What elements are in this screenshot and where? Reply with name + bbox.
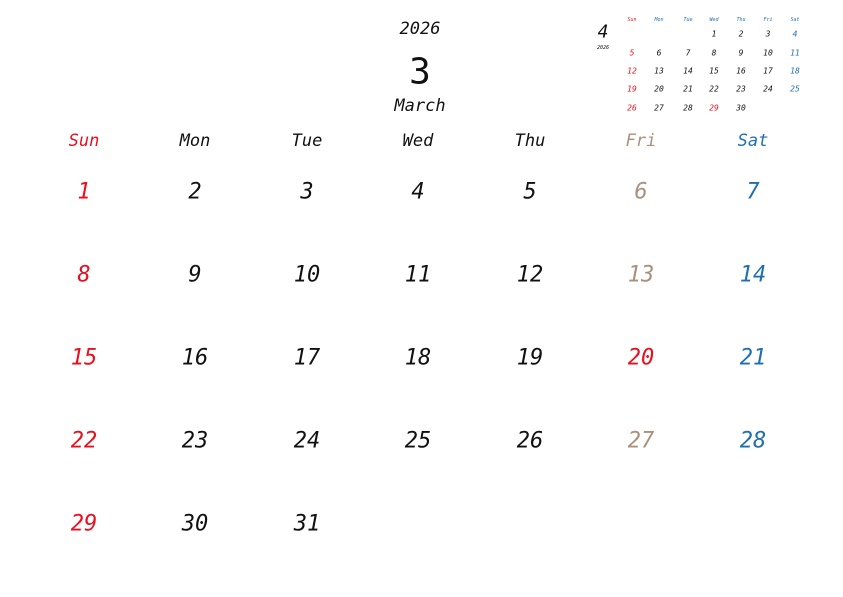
mini-day-cell: 8 [711, 48, 717, 58]
mini-weekday-header: Sun [627, 17, 637, 23]
mini-day-cell: 3 [765, 29, 771, 39]
mini-day-cell: 20 [654, 84, 664, 94]
day-cell: 26 [516, 428, 544, 454]
day-cell: 5 [523, 179, 537, 205]
day-cell: 31 [293, 511, 321, 537]
mini-day-cell: 2 [738, 29, 744, 39]
mini-day-cell: 29 [709, 103, 719, 113]
mini-weekday-header: Sat [790, 17, 800, 23]
day-cell: 9 [188, 262, 202, 288]
day-cell: 30 [181, 511, 209, 537]
mini-day-cell: 1 [711, 29, 717, 39]
mini-day-cell: 9 [738, 48, 744, 58]
mini-day-cell: 12 [627, 66, 637, 76]
mini-month-number: 4 [597, 21, 609, 43]
mini-day-cell: 21 [683, 84, 693, 94]
day-cell: 4 [411, 179, 425, 205]
mini-day-cell: 11 [790, 48, 800, 58]
day-cell: 6 [634, 179, 648, 205]
mini-day-cell: 16 [736, 66, 746, 76]
day-cell: 1 [77, 179, 91, 205]
mini-day-cell: 18 [790, 66, 800, 76]
mini-weekday-header: Thu [736, 17, 746, 23]
day-cell: 19 [516, 345, 544, 371]
day-cell: 25 [404, 428, 432, 454]
day-cell: 24 [293, 428, 321, 454]
mini-day-cell: 10 [763, 48, 773, 58]
mini-day-cell: 13 [654, 66, 664, 76]
month-number: 3 [409, 51, 431, 93]
mini-weekday-header: Tue [683, 17, 693, 23]
mini-weekday-header: Wed [709, 17, 719, 23]
day-cell: 28 [739, 428, 767, 454]
month-name: March [394, 96, 446, 116]
day-cell: 8 [77, 262, 91, 288]
mini-day-cell: 27 [654, 103, 664, 113]
day-cell: 15 [70, 345, 98, 371]
day-cell: 14 [739, 262, 767, 288]
day-cell: 18 [404, 345, 432, 371]
weekday-header-tue: Tue [291, 131, 323, 151]
mini-day-cell: 28 [683, 103, 693, 113]
weekday-header-thu: Thu [514, 131, 546, 151]
day-cell: 27 [627, 428, 655, 454]
day-cell: 11 [404, 262, 432, 288]
mini-day-cell: 17 [763, 66, 773, 76]
day-cell: 10 [293, 262, 321, 288]
mini-day-cell: 6 [656, 48, 662, 58]
weekday-header-fri: Fri [625, 131, 657, 151]
weekday-header-sun: Sun [68, 131, 100, 151]
mini-day-cell: 15 [709, 66, 719, 76]
day-cell: 7 [746, 179, 760, 205]
day-cell: 16 [181, 345, 209, 371]
mini-day-cell: 7 [685, 48, 691, 58]
mini-day-cell: 24 [763, 84, 773, 94]
mini-weekday-header: Mon [654, 17, 664, 23]
mini-day-cell: 23 [736, 84, 746, 94]
mini-day-cell: 25 [790, 84, 800, 94]
mini-day-cell: 22 [709, 84, 719, 94]
year-label: 2026 [399, 19, 441, 39]
mini-day-cell: 26 [627, 103, 637, 113]
weekday-header-sat: Sat [737, 131, 769, 151]
weekday-header-mon: Mon [179, 131, 211, 151]
day-cell: 13 [627, 262, 655, 288]
mini-weekday-header: Fri [763, 17, 773, 23]
mini-day-cell: 5 [629, 48, 635, 58]
mini-day-cell: 19 [627, 84, 637, 94]
mini-day-cell: 14 [683, 66, 693, 76]
day-cell: 20 [627, 345, 655, 371]
day-cell: 12 [516, 262, 544, 288]
mini-day-cell: 4 [792, 29, 798, 39]
mini-year: 2026 [596, 45, 610, 51]
day-cell: 3 [300, 179, 314, 205]
day-cell: 21 [739, 345, 767, 371]
weekday-header-wed: Wed [402, 131, 434, 151]
day-cell: 29 [70, 511, 98, 537]
day-cell: 23 [181, 428, 209, 454]
mini-day-cell: 30 [736, 103, 746, 113]
day-cell: 17 [293, 345, 321, 371]
day-cell: 2 [188, 179, 202, 205]
day-cell: 22 [70, 428, 98, 454]
